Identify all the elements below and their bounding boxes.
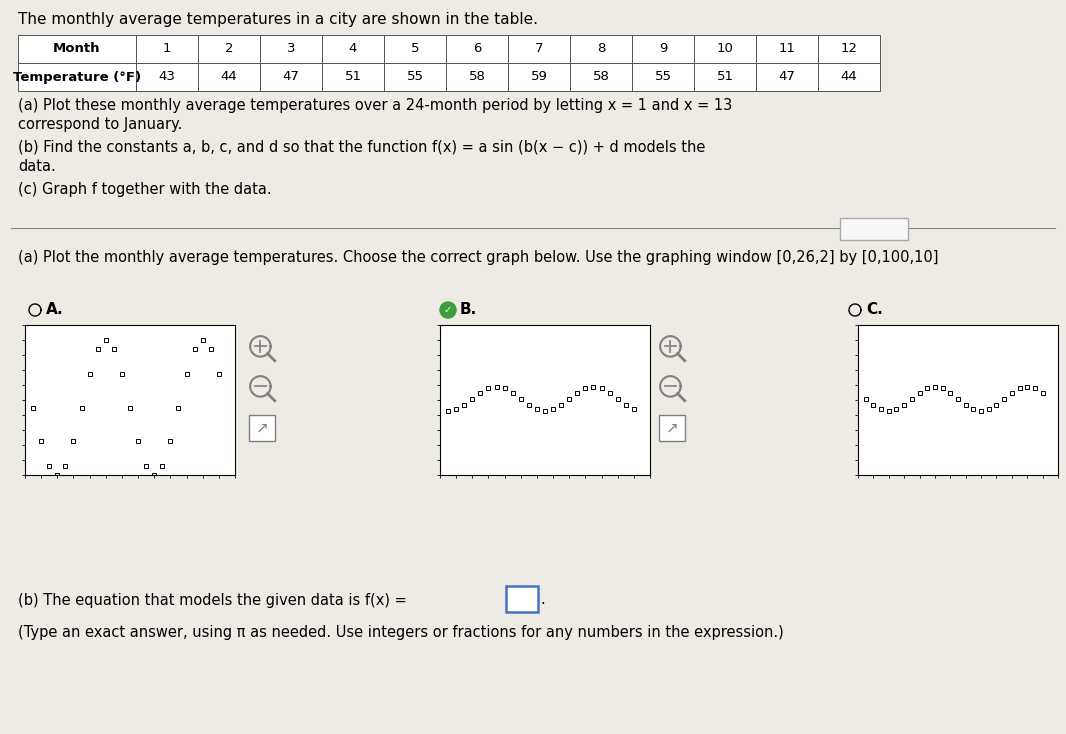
Text: 9: 9 xyxy=(659,43,667,56)
Bar xyxy=(570,35,632,63)
Text: Month: Month xyxy=(53,43,101,56)
Text: • • •: • • • xyxy=(862,224,886,234)
Text: 7: 7 xyxy=(535,43,544,56)
Bar xyxy=(446,35,508,63)
Text: 55: 55 xyxy=(655,70,672,84)
Text: 44: 44 xyxy=(221,70,238,84)
Text: (b) Find the constants a, b, c, and d so that the function f(x) = a sin (b(x − c: (b) Find the constants a, b, c, and d so… xyxy=(18,140,706,155)
Text: ↗: ↗ xyxy=(256,421,269,435)
Text: 8: 8 xyxy=(597,43,605,56)
Text: 58: 58 xyxy=(593,70,610,84)
Text: 58: 58 xyxy=(469,70,485,84)
Text: A.: A. xyxy=(46,302,64,318)
Bar xyxy=(18,63,136,91)
Text: 6: 6 xyxy=(473,43,481,56)
Circle shape xyxy=(440,302,456,318)
Text: 44: 44 xyxy=(841,70,857,84)
Bar xyxy=(818,35,881,63)
Text: C.: C. xyxy=(866,302,883,318)
Bar xyxy=(384,63,446,91)
Text: 2: 2 xyxy=(225,43,233,56)
Bar xyxy=(322,63,384,91)
Text: data.: data. xyxy=(18,159,55,174)
Text: (b) The equation that models the given data is f(x) =: (b) The equation that models the given d… xyxy=(18,592,407,608)
Bar xyxy=(18,35,136,63)
Text: .: . xyxy=(540,592,545,608)
Bar xyxy=(840,218,908,240)
Bar xyxy=(508,35,570,63)
Bar xyxy=(136,63,198,91)
Text: (a) Plot the monthly average temperatures. Choose the correct graph below. Use t: (a) Plot the monthly average temperature… xyxy=(18,250,938,265)
Text: B.: B. xyxy=(461,302,478,318)
Bar xyxy=(694,35,756,63)
Bar xyxy=(446,63,508,91)
Bar xyxy=(198,63,260,91)
Bar xyxy=(506,586,538,612)
Text: (Type an exact answer, using π as needed. Use integers or fractions for any numb: (Type an exact answer, using π as needed… xyxy=(18,625,784,640)
Text: The monthly average temperatures in a city are shown in the table.: The monthly average temperatures in a ci… xyxy=(18,12,538,27)
Text: (a) Plot these monthly average temperatures over a 24-month period by letting x : (a) Plot these monthly average temperatu… xyxy=(18,98,732,113)
Bar xyxy=(756,35,818,63)
FancyBboxPatch shape xyxy=(249,415,275,441)
Text: 10: 10 xyxy=(716,43,733,56)
Text: 3: 3 xyxy=(287,43,295,56)
Text: 47: 47 xyxy=(778,70,795,84)
Text: 12: 12 xyxy=(840,43,857,56)
Bar xyxy=(818,63,881,91)
Bar xyxy=(322,35,384,63)
Bar xyxy=(508,63,570,91)
Bar xyxy=(136,35,198,63)
Bar xyxy=(260,35,322,63)
Text: (c) Graph f together with the data.: (c) Graph f together with the data. xyxy=(18,182,272,197)
Text: 59: 59 xyxy=(531,70,548,84)
Bar xyxy=(570,63,632,91)
Text: 5: 5 xyxy=(410,43,419,56)
Text: Temperature (°F): Temperature (°F) xyxy=(13,70,141,84)
Bar xyxy=(198,35,260,63)
Bar xyxy=(632,63,694,91)
Text: 11: 11 xyxy=(778,43,795,56)
Bar xyxy=(756,63,818,91)
Text: 51: 51 xyxy=(344,70,361,84)
Text: ✓: ✓ xyxy=(443,305,452,315)
Text: 47: 47 xyxy=(282,70,300,84)
Text: 51: 51 xyxy=(716,70,733,84)
Bar xyxy=(260,63,322,91)
Bar xyxy=(384,35,446,63)
Text: correspond to January.: correspond to January. xyxy=(18,117,182,132)
Bar xyxy=(694,63,756,91)
Bar xyxy=(632,35,694,63)
Text: ↗: ↗ xyxy=(665,421,678,435)
Text: 43: 43 xyxy=(159,70,176,84)
Text: 1: 1 xyxy=(163,43,172,56)
Text: 55: 55 xyxy=(406,70,423,84)
FancyBboxPatch shape xyxy=(659,415,684,441)
Text: 4: 4 xyxy=(349,43,357,56)
